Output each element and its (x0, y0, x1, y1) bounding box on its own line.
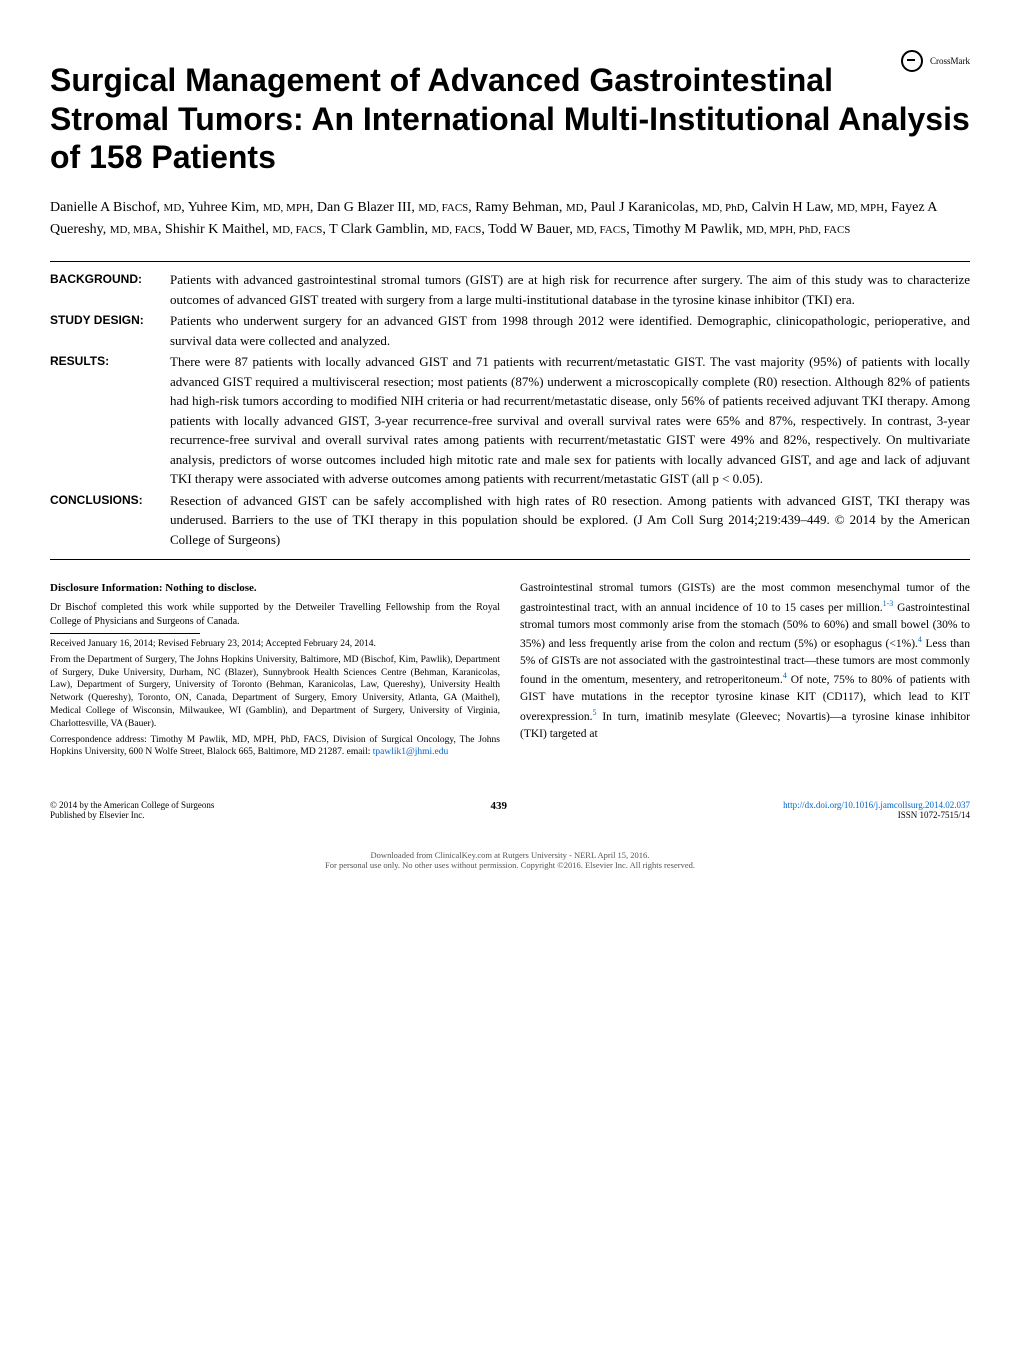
author-4: Ramy Behman, MD (475, 200, 583, 215)
author-11: Timothy M Pawlik, MD, MPH, PhD, FACS (633, 222, 850, 237)
disclosure-heading: Disclosure Information: Nothing to discl… (50, 580, 500, 597)
ref-4a[interactable]: 4 (918, 635, 922, 644)
download-note-line1: Downloaded from ClinicalKey.com at Rutge… (50, 850, 970, 860)
abstract-results-label: RESULTS: (50, 352, 170, 489)
download-note-line2: For personal use only. No other uses wit… (50, 860, 970, 870)
left-column: Disclosure Information: Nothing to discl… (50, 580, 500, 762)
body-columns: Disclosure Information: Nothing to discl… (50, 580, 970, 762)
authors-block: Danielle A Bischof, MD, Yuhree Kim, MD, … (50, 197, 970, 242)
footer-publisher: Published by Elsevier Inc. (50, 810, 214, 820)
page-footer: © 2014 by the American College of Surgeo… (50, 792, 970, 820)
download-note: Downloaded from ClinicalKey.com at Rutge… (50, 850, 970, 870)
ref-4b[interactable]: 4 (783, 671, 787, 680)
footer-right: http://dx.doi.org/10.1016/j.jamcollsurg.… (783, 800, 970, 820)
correspondence-footnote: Correspondence address: Timothy M Pawlik… (50, 734, 500, 760)
abstract-results-text: There were 87 patients with locally adva… (170, 352, 970, 489)
abstract-background-text: Patients with advanced gastrointestinal … (170, 270, 970, 309)
author-10: Todd W Bauer, MD, FACS (488, 222, 626, 237)
footer-page-number: 439 (490, 800, 507, 820)
abstract-conclusions-row: CONCLUSIONS: Resection of advanced GIST … (50, 491, 970, 550)
abstract-background-row: BACKGROUND: Patients with advanced gastr… (50, 270, 970, 309)
received-footnote: Received January 16, 2014; Revised Febru… (50, 638, 500, 651)
crossmark-badge[interactable]: CrossMark (901, 50, 970, 72)
footer-doi[interactable]: http://dx.doi.org/10.1016/j.jamcollsurg.… (783, 800, 970, 810)
footer-copyright: © 2014 by the American College of Surgeo… (50, 800, 214, 810)
right-column: Gastrointestinal stromal tumors (GISTs) … (520, 580, 970, 762)
footer-left: © 2014 by the American College of Surgeo… (50, 800, 214, 820)
abstract-conclusions-label: CONCLUSIONS: (50, 491, 170, 550)
abstract-study-design-label: STUDY DESIGN: (50, 311, 170, 350)
author-5: Paul J Karanicolas, MD, PhD (591, 200, 745, 215)
disclosure-text: Dr Bischof completed this work while sup… (50, 601, 500, 629)
ref-5[interactable]: 5 (593, 708, 597, 717)
body-paragraph: Gastrointestinal stromal tumors (GISTs) … (520, 580, 970, 743)
author-1: Danielle A Bischof, MD (50, 200, 181, 215)
affiliations-footnote: From the Department of Surgery, The John… (50, 654, 500, 731)
abstract-study-design-text: Patients who underwent surgery for an ad… (170, 311, 970, 350)
author-2: Yuhree Kim, MD, MPH (188, 200, 310, 215)
footer-issn: ISSN 1072-7515/14 (783, 810, 970, 820)
footnote-divider (50, 633, 200, 634)
author-8: Shishir K Maithel, MD, FACS (165, 222, 322, 237)
abstract-background-label: BACKGROUND: (50, 270, 170, 309)
correspondence-email[interactable]: tpawlik1@jhmi.edu (373, 747, 449, 757)
author-6: Calvin H Law, MD, MPH (752, 200, 885, 215)
crossmark-label: CrossMark (930, 56, 970, 66)
abstract-conclusions-text: Resection of advanced GIST can be safely… (170, 491, 970, 550)
author-9: T Clark Gamblin, MD, FACS (329, 222, 481, 237)
abstract-study-design-row: STUDY DESIGN: Patients who underwent sur… (50, 311, 970, 350)
author-3: Dan G Blazer III, MD, FACS (317, 200, 468, 215)
article-title: Surgical Management of Advanced Gastroin… (50, 61, 970, 176)
abstract-results-row: RESULTS: There were 87 patients with loc… (50, 352, 970, 489)
abstract-block: BACKGROUND: Patients with advanced gastr… (50, 261, 970, 560)
ref-1-3[interactable]: 1-3 (883, 599, 894, 608)
crossmark-icon (901, 50, 923, 72)
